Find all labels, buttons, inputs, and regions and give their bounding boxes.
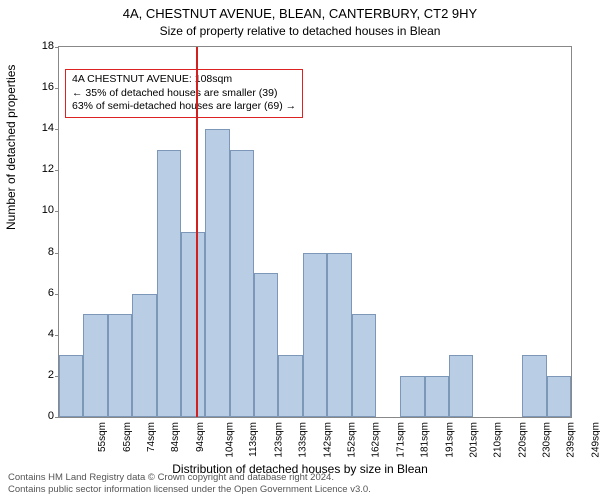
x-tick-label: 181sqm [420,422,431,458]
y-axis-label: Number of detached properties [4,65,18,230]
histogram-bar [278,355,302,417]
x-tick-label: 113sqm [248,422,259,457]
y-tick-label: 0 [28,410,54,422]
y-tick-label: 12 [28,163,54,175]
chart-subtitle: Size of property relative to detached ho… [0,24,600,38]
y-tick-label: 4 [28,328,54,340]
x-tick-label: 249sqm [590,422,600,458]
annotation-box: 4A CHESTNUT AVENUE: 108sqm ← 35% of deta… [65,69,303,118]
histogram-bar [327,253,351,417]
histogram-bar [205,129,229,417]
x-tick-label: 171sqm [395,422,406,458]
x-tick-label: 210sqm [493,422,504,458]
histogram-bar [425,376,449,417]
y-tick-label: 10 [28,204,54,216]
histogram-bar [303,253,327,417]
histogram-bar [230,150,254,417]
histogram-bar [352,314,376,417]
y-tick-label: 2 [28,369,54,381]
x-tick-label: 123sqm [273,422,284,458]
histogram-bar [181,232,205,417]
x-tick-label: 94sqm [195,422,206,452]
annotation-line3: 63% of semi-detached houses are larger (… [72,100,296,114]
y-tick-label: 14 [28,122,54,134]
x-tick-label: 74sqm [146,422,157,452]
histogram-bar [132,294,156,417]
credit-text: Contains HM Land Registry data © Crown c… [8,472,371,496]
annotation-line2: ← 35% of detached houses are smaller (39… [72,87,296,101]
x-tick-label: 104sqm [225,422,236,458]
y-tick-label: 18 [28,40,54,52]
plot-area: 4A CHESTNUT AVENUE: 108sqm ← 35% of deta… [58,46,572,418]
x-tick-label: 65sqm [122,422,133,452]
y-tick-label: 8 [28,246,54,258]
chart-title: 4A, CHESTNUT AVENUE, BLEAN, CANTERBURY, … [0,6,600,21]
histogram-bar [254,273,278,417]
histogram-bar [400,376,424,417]
x-tick-label: 55sqm [97,422,108,452]
histogram-bar [522,355,546,417]
histogram-bar [83,314,107,417]
x-tick-label: 133sqm [298,422,309,458]
reference-line [196,47,198,417]
x-tick-label: 239sqm [566,422,577,458]
y-tick-label: 16 [28,81,54,93]
x-tick-label: 152sqm [347,422,358,458]
x-tick-label: 84sqm [170,422,181,452]
histogram-bar [59,355,83,417]
histogram-bar [108,314,132,417]
y-tick-label: 6 [28,287,54,299]
x-tick-label: 220sqm [517,422,528,458]
x-tick-label: 201sqm [468,422,479,458]
x-tick-label: 230sqm [542,422,553,458]
histogram-bar [157,150,181,417]
x-tick-label: 142sqm [322,422,333,458]
histogram-bar [547,376,571,417]
x-tick-label: 162sqm [371,422,382,458]
annotation-line1: 4A CHESTNUT AVENUE: 108sqm [72,73,296,87]
histogram-bar [449,355,473,417]
x-tick-label: 191sqm [444,422,455,458]
